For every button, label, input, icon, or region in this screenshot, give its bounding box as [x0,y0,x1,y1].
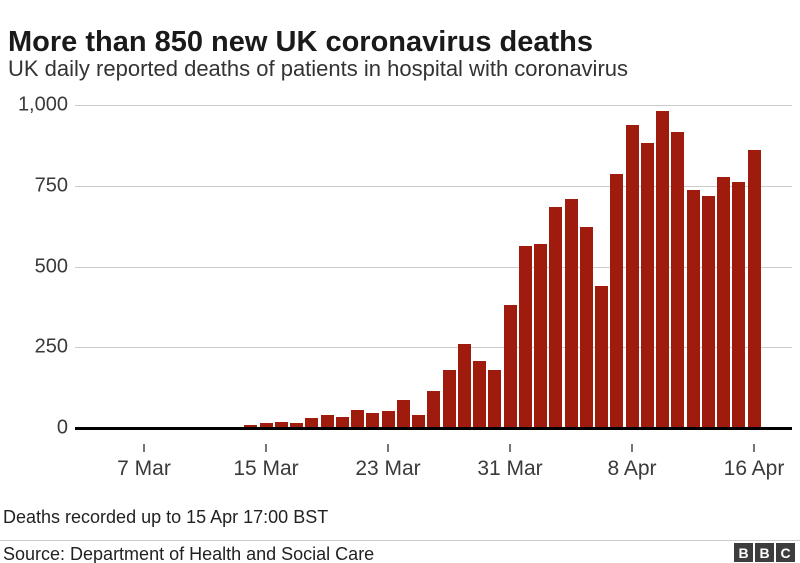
bar [549,207,563,428]
bar [274,421,288,428]
x-axis-label: 7 Mar [117,457,171,480]
bar [503,304,517,428]
y-axis-label: 250 [34,335,68,358]
bar [564,199,578,428]
bbc-logo-block: B [755,543,774,562]
bar [320,414,334,428]
bar [732,182,746,428]
bar [473,360,486,428]
bar [427,390,441,428]
gridline [75,347,792,349]
source-credit: Source: Department of Health and Social … [3,544,375,563]
x-axis-label: 15 Mar [233,457,299,480]
bbc-logo-block: C [776,543,795,562]
bar [595,286,608,428]
bar [396,399,410,428]
bbc-logo: B B C [734,543,795,562]
chart-subtitle: UK daily reported deaths of patients in … [8,56,629,81]
bar [335,417,349,428]
bar [351,409,364,428]
y-axis-label: 750 [34,174,68,197]
bar [625,125,639,428]
bar [457,344,471,428]
bar [488,369,502,428]
y-axis: 0 250 500 750 1,000 [0,94,68,439]
x-axis-label: 23 Mar [355,457,421,480]
plot-area: 7 Mar 15 Mar 23 Mar 31 Mar 8 Apr 16 Apr [75,105,792,480]
bar [701,196,715,428]
bar [656,111,669,428]
gridline [75,185,792,187]
chart-title: More than 850 new UK coronavirus deaths [8,26,593,59]
gridline [75,105,792,106]
x-axis-tick [143,444,145,452]
gridline [75,266,792,268]
x-axis-tick [509,444,511,452]
bar [442,369,456,428]
bar [747,149,761,428]
bar [610,174,624,428]
bar [244,424,258,428]
x-axis-tick [387,444,389,452]
bar [412,414,425,428]
footnote: Deaths recorded up to 15 Apr 17:00 BST [3,507,329,527]
bar [290,422,303,428]
x-axis-label: 16 Apr [723,457,785,480]
bar [259,423,273,428]
bar [381,410,395,428]
bar [366,412,380,428]
bbc-logo-block: B [734,543,753,562]
bar [717,176,730,428]
bar [671,131,685,428]
x-axis-tick [753,444,755,452]
x-axis-tick [265,444,267,452]
y-axis-label: 500 [34,255,68,277]
x-axis-label: 8 Apr [607,457,657,480]
bar [640,143,654,428]
bar [686,189,700,428]
y-axis-label: 1,000 [17,93,68,116]
y-axis-label: 0 [56,416,68,439]
bar [534,244,547,428]
bar [579,227,593,428]
bar [518,246,532,428]
x-axis-tick [631,444,633,452]
bar [305,417,319,428]
x-axis-baseline [75,427,792,430]
x-axis-label: 31 Mar [477,457,543,480]
footer-divider [0,540,800,541]
